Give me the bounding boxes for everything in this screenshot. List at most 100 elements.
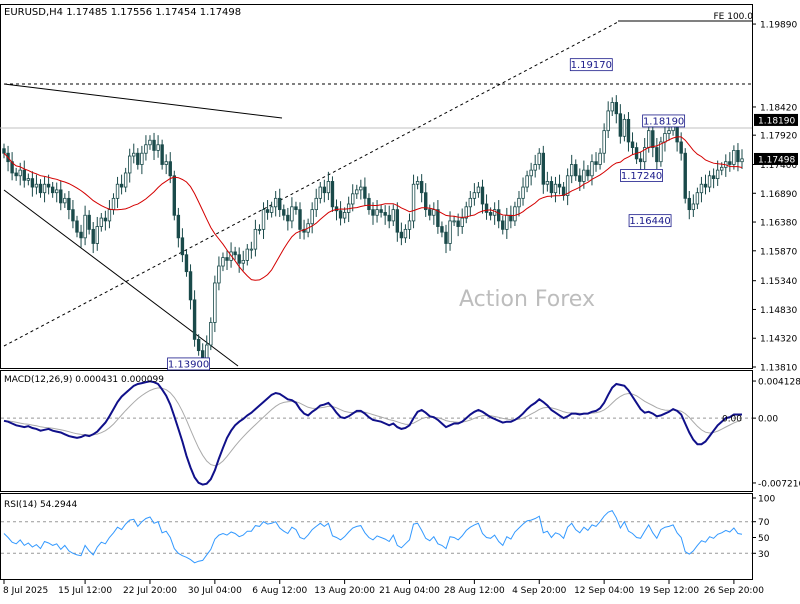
candle-body [379,209,383,213]
candle-body [488,212,493,216]
candle-body [440,226,444,233]
macd-zero-marker-label: 0.00 [722,415,742,425]
candle-body [675,124,679,143]
candle-body [136,152,140,165]
candle-body [176,214,181,239]
candle-body [415,181,420,185]
macd-line [3,380,742,486]
macd-y-tick-label: -0.007216 [758,479,800,489]
candle-body [213,282,217,323]
x-tick-label: 22 Jul 20:00 [123,586,177,596]
candle-body [2,148,6,154]
price-tag-box [754,113,798,126]
x-tick-label: 28 Aug 12:00 [444,586,505,596]
candle-body [160,144,164,165]
watermark: Action Forex [459,287,595,312]
candle-body [144,144,148,154]
rsi-y-tick-label: 100 [758,495,775,505]
candle-body [590,161,594,177]
x-tick-label: 6 Aug 12:00 [252,586,307,596]
x-tick-label: 30 Jul 04:00 [188,586,242,596]
candle-body [667,130,671,134]
candle-body [521,186,525,199]
x-tick-label: 21 Aug 04:00 [379,586,440,596]
rsi-y-tick-label: 30 [758,550,770,560]
macd-panel-frame [0,370,753,492]
candle-body [330,181,335,208]
candle-body [715,169,720,180]
candle-body [253,228,258,250]
candle-body [703,183,708,188]
candle-body [525,175,529,188]
candle-body [480,186,485,205]
candle-body [513,206,517,222]
candle-body [342,212,347,219]
candle-body [618,113,623,137]
candle-body [38,183,43,194]
candle-body [545,181,550,185]
candle-body [655,147,659,163]
candle-body [298,209,302,230]
price-y-tick-label: 1.13810 [760,364,797,374]
candle-body [594,161,598,165]
candle-body [630,141,635,148]
candle-body [565,175,570,196]
candle-body [586,169,590,177]
candle-body [505,214,509,230]
price-tag-label: 1.18190 [758,116,795,126]
candle-body [265,209,270,213]
candle-body [736,149,740,163]
candle-body [30,178,35,188]
candle-body [294,206,298,211]
price-y-tick-label: 1.17400 [760,161,797,171]
candle-body [695,192,700,205]
candle-body [34,183,39,188]
candle-body [444,231,448,244]
candle-body [533,164,537,171]
candle-body [428,209,432,216]
candle-body [42,183,47,194]
candle-body [691,203,696,211]
candle-body [22,169,26,181]
candle-body [10,161,14,174]
candle-body [217,265,221,284]
candle-body [537,152,541,165]
candle-body [626,118,631,143]
candle-body [363,186,367,199]
candle-body [569,164,574,177]
candle-body [188,271,193,301]
candle-body [87,214,91,230]
candle-body [419,181,424,194]
candle-body [282,209,286,216]
price-tag-box [754,152,798,165]
candle-body [225,257,229,261]
x-tick-label: 8 Jul 2025 [3,586,48,596]
candle-body [164,161,168,165]
x-tick-label: 12 Sep 04:00 [574,586,634,596]
candle-body [269,206,274,213]
candle-body [99,217,104,227]
candle-body [492,209,497,216]
candle-body [278,197,282,211]
x-tick-label: 19 Sep 12:00 [639,586,699,596]
rsi-y-tick-label: 50 [758,534,770,544]
price-y-tick-label: 1.15340 [760,277,797,287]
candle-body [638,158,643,163]
candle-body [472,192,477,199]
candle-body [391,209,395,222]
candle-body [659,141,663,163]
moving-average-line [3,136,743,281]
candle-body [501,220,505,230]
level-label-box [642,114,686,128]
candle-body [123,172,128,188]
candle-body [578,175,582,182]
candle-body [432,209,436,216]
candle-body [180,237,185,256]
candle-body [728,161,732,165]
candle-body [395,209,400,233]
candle-body [245,248,249,261]
rsi-y-tick-label: 70 [758,518,770,528]
candle-body [83,214,87,239]
price-y-tick-label: 1.16890 [760,190,797,200]
candle-body [606,110,610,132]
